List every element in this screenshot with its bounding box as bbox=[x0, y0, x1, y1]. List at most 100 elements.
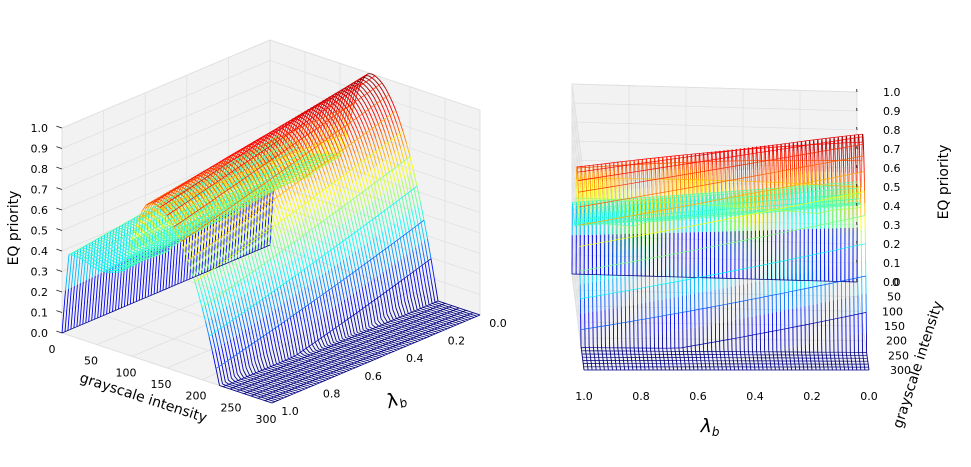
surface-segment bbox=[337, 359, 341, 362]
surface-segment bbox=[88, 241, 94, 279]
surface-segment bbox=[305, 153, 310, 163]
surface-segment bbox=[244, 177, 250, 185]
surface-segment bbox=[232, 337, 238, 355]
surface-segment bbox=[273, 290, 279, 307]
surface-segment bbox=[273, 364, 278, 367]
surface-segment bbox=[327, 344, 332, 347]
surface-segment bbox=[316, 354, 321, 357]
surface-segment bbox=[377, 112, 382, 122]
surface-segment bbox=[300, 371, 305, 374]
surface-segment bbox=[405, 332, 410, 335]
surface-segment bbox=[316, 298, 321, 317]
surface-segment bbox=[373, 348, 378, 351]
surface-segment bbox=[226, 323, 231, 340]
surface-segment bbox=[325, 350, 330, 353]
surface-segment bbox=[335, 351, 340, 354]
surface-segment bbox=[422, 306, 427, 309]
surface-segment bbox=[327, 107, 332, 112]
surface-segment bbox=[104, 255, 109, 259]
surface-segment bbox=[115, 226, 120, 266]
surface-segment bbox=[443, 324, 447, 327]
surface-segment bbox=[257, 191, 263, 251]
surface-segment bbox=[301, 289, 306, 308]
surface-segment bbox=[242, 369, 248, 377]
y-tick-label: 0.6 bbox=[364, 370, 382, 383]
surface-segment bbox=[298, 140, 303, 148]
surface-segment bbox=[414, 207, 419, 225]
surface-segment bbox=[93, 243, 97, 245]
surface-segment bbox=[378, 341, 383, 344]
surface-segment bbox=[165, 192, 171, 199]
surface-segment bbox=[406, 158, 411, 174]
surface-segment bbox=[317, 318, 322, 339]
surface-segment bbox=[258, 384, 262, 387]
surface-segment bbox=[320, 355, 324, 358]
surface-segment bbox=[117, 253, 122, 257]
grid-line bbox=[61, 39, 271, 129]
surface-segment bbox=[111, 239, 116, 242]
surface-segment bbox=[467, 317, 472, 320]
surface-segment bbox=[388, 340, 392, 343]
surface-segment bbox=[156, 251, 161, 255]
surface-segment bbox=[350, 93, 355, 106]
surface-segment bbox=[279, 286, 285, 303]
surface-segment bbox=[378, 84, 383, 91]
surface-segment bbox=[282, 266, 287, 283]
surface-segment bbox=[380, 332, 384, 336]
surface-segment bbox=[271, 151, 276, 158]
surface-segment bbox=[424, 241, 429, 261]
surface-segment bbox=[201, 220, 206, 274]
surface-segment bbox=[273, 199, 279, 210]
surface-segment bbox=[421, 312, 425, 316]
surface-segment bbox=[383, 316, 388, 323]
surface-segment bbox=[371, 339, 376, 342]
surface-segment bbox=[345, 159, 350, 172]
surface-segment bbox=[354, 232, 359, 250]
surface-segment bbox=[166, 237, 171, 253]
surface-segment bbox=[82, 280, 87, 325]
surface-segment bbox=[211, 243, 216, 255]
surface-segment bbox=[342, 354, 347, 357]
surface-segment bbox=[360, 346, 365, 349]
surface-segment bbox=[334, 285, 339, 305]
surface-segment bbox=[348, 145, 353, 156]
surface-segment bbox=[278, 389, 283, 392]
surface-segment bbox=[318, 167, 323, 178]
surface-segment bbox=[342, 356, 347, 359]
surface-segment bbox=[384, 323, 389, 326]
surface-segment bbox=[121, 241, 126, 245]
surface-segment bbox=[324, 272, 330, 291]
surface-segment bbox=[447, 315, 452, 318]
surface-segment bbox=[109, 266, 114, 313]
surface-segment bbox=[154, 229, 160, 244]
surface-segment bbox=[195, 223, 200, 277]
surface-segment bbox=[363, 347, 368, 350]
surface-segment bbox=[250, 325, 256, 343]
surface-segment bbox=[242, 149, 247, 152]
surface-segment bbox=[247, 378, 251, 381]
surface-segment bbox=[222, 308, 228, 325]
surface-segment bbox=[391, 325, 396, 328]
surface-segment bbox=[431, 316, 436, 319]
surface-segment bbox=[258, 147, 263, 152]
surface-segment bbox=[462, 311, 467, 314]
surface-segment bbox=[262, 374, 267, 377]
surface-segment bbox=[145, 232, 151, 247]
surface-segment bbox=[237, 202, 242, 212]
surface-segment bbox=[392, 112, 397, 124]
surface-segment bbox=[280, 382, 285, 386]
surface-segment bbox=[366, 359, 371, 362]
surface-segment bbox=[375, 329, 380, 332]
surface-segment bbox=[287, 369, 292, 372]
surface-segment bbox=[229, 202, 234, 218]
surface-segment bbox=[320, 337, 326, 347]
surface-segment bbox=[387, 129, 392, 141]
surface-segment bbox=[348, 351, 353, 354]
surface-segment bbox=[297, 373, 302, 376]
surface-segment bbox=[266, 181, 272, 191]
surface-segment bbox=[184, 203, 189, 209]
surface-segment bbox=[207, 176, 212, 180]
surface-segment bbox=[325, 139, 330, 157]
surface-segment bbox=[257, 252, 262, 266]
surface-segment bbox=[399, 133, 404, 146]
